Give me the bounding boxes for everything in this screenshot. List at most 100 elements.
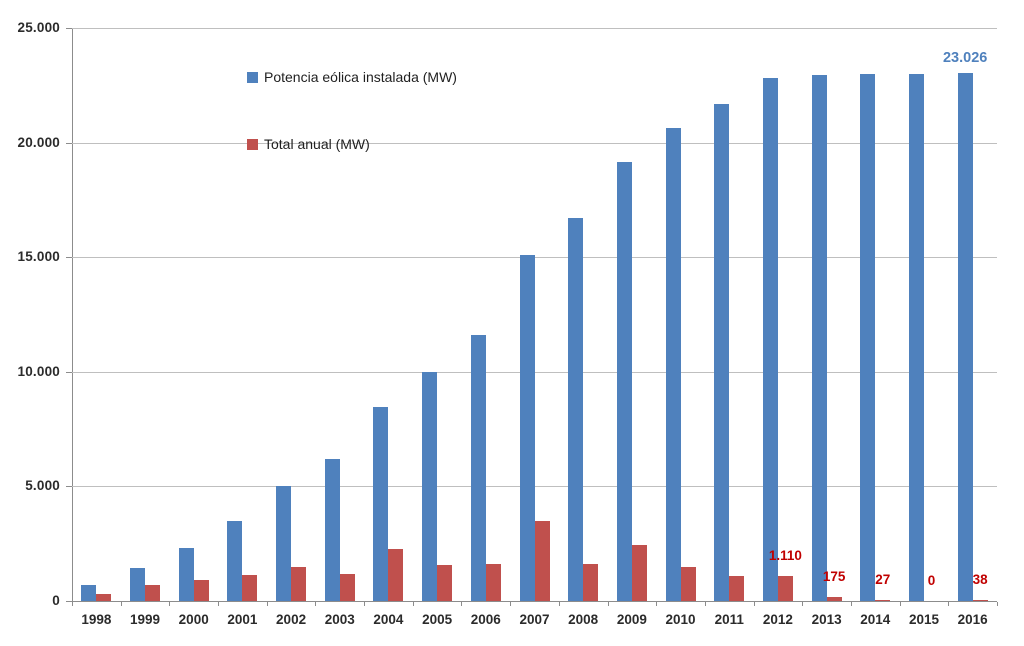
x-tick-17 (899, 602, 901, 606)
x-tick-2 (169, 602, 171, 606)
y-tick-label-25000: 25.000 (17, 20, 60, 35)
bar-cumulative-2005 (422, 371, 438, 601)
bar-annual-2013 (826, 597, 842, 601)
x-category-label-2014: 2014 (860, 612, 891, 627)
bar-annual-2009 (631, 544, 647, 601)
x-category-label-2012: 2012 (762, 612, 793, 627)
x-tick-9 (510, 602, 512, 606)
x-tick-12 (656, 602, 658, 606)
y-tick-20000 (66, 142, 72, 144)
legend-label-installed-capacity: Potencia eólica instalada (MW) (264, 69, 457, 85)
gridline-20000 (72, 142, 997, 144)
bar-annual-2014 (875, 600, 891, 601)
y-tick-0 (66, 601, 72, 602)
data-label-annual-2013: 175 (822, 569, 846, 584)
x-category-label-2003: 2003 (324, 612, 355, 627)
x-category-label-2016: 2016 (957, 612, 988, 627)
x-tick-1 (120, 602, 122, 606)
bar-annual-1998 (96, 594, 112, 601)
plot-area: Potencia eólica instalada (MW) Total anu… (72, 28, 997, 601)
y-tick-10000 (66, 371, 72, 373)
x-category-label-1998: 1998 (81, 612, 112, 627)
bar-cumulative-2011 (714, 103, 730, 601)
y-tick-label-10000: 10.000 (17, 363, 60, 379)
x-tick-5 (315, 602, 317, 606)
x-category-label-2011: 2011 (714, 612, 744, 627)
x-tick-14 (753, 602, 755, 606)
x-tick-19 (997, 602, 998, 606)
x-category-label-2004: 2004 (373, 612, 404, 627)
bar-cumulative-2006 (470, 335, 486, 601)
legend-swatch-red (247, 138, 258, 150)
y-tick-25000 (66, 28, 72, 29)
x-category-label-2013: 2013 (811, 612, 842, 627)
bar-annual-2016 (972, 600, 988, 601)
data-label-annual-2016: 38 (972, 572, 988, 588)
y-tick-label-15000: 15.000 (17, 249, 60, 265)
gridline-10000 (72, 371, 997, 373)
x-tick-11 (607, 602, 609, 606)
x-category-label-2007: 2007 (519, 612, 550, 627)
bar-cumulative-2001 (227, 520, 243, 601)
x-tick-13 (704, 602, 706, 606)
legend-item-annual-total: Total anual (MW) (247, 136, 370, 152)
bar-cumulative-2009 (616, 162, 632, 601)
bar-cumulative-1999 (130, 567, 146, 601)
x-category-label-2001: 2001 (227, 612, 258, 627)
bar-cumulative-2010 (665, 127, 681, 601)
x-category-label-2010: 2010 (665, 612, 696, 627)
x-category-label-1999: 1999 (129, 612, 161, 627)
bar-cumulative-2016 (957, 73, 973, 601)
x-tick-4 (266, 602, 268, 606)
x-category-label-2008: 2008 (568, 612, 599, 627)
data-label-annual-2015: 0 (927, 573, 936, 588)
x-category-label-2009: 2009 (616, 612, 647, 627)
data-label-cumulative-2016: 23.026 (942, 50, 988, 67)
x-tick-6 (364, 602, 366, 606)
bar-cumulative-1998 (81, 584, 97, 601)
x-tick-7 (412, 602, 414, 606)
x-tick-18 (948, 602, 950, 606)
bar-annual-2003 (339, 573, 355, 601)
bar-cumulative-2014 (860, 73, 876, 601)
bar-annual-2007 (534, 520, 550, 601)
x-category-label-2006: 2006 (470, 612, 501, 627)
x-category-label-2002: 2002 (276, 612, 307, 627)
x-tick-10 (558, 602, 560, 606)
x-tick-15 (802, 602, 804, 606)
bar-cumulative-2002 (276, 486, 292, 601)
x-category-label-2000: 2000 (178, 612, 209, 627)
bar-cumulative-2007 (519, 254, 535, 601)
bar-annual-2004 (388, 549, 404, 601)
x-tick-3 (218, 602, 220, 606)
legend-label-annual-total: Total anual (MW) (264, 136, 370, 152)
legend-swatch-blue (247, 71, 258, 83)
bar-annual-2010 (680, 566, 696, 601)
bar-cumulative-2008 (568, 218, 584, 601)
bar-cumulative-2013 (811, 75, 827, 601)
x-axis-line (66, 601, 997, 602)
y-tick-15000 (66, 257, 72, 259)
legend-item-installed-capacity: Potencia eólica instalada (MW) (247, 69, 457, 85)
x-tick-8 (461, 602, 463, 606)
x-category-label-2015: 2015 (908, 612, 939, 627)
bar-cumulative-2003 (324, 458, 340, 601)
y-tick-label-0: 0 (52, 593, 60, 608)
bar-annual-2005 (437, 565, 453, 601)
gridline-25000 (72, 28, 997, 29)
data-label-annual-2014: 27 (875, 572, 891, 588)
bar-cumulative-2004 (373, 407, 389, 601)
gridline-5000 (72, 486, 997, 488)
bar-annual-2002 (291, 566, 307, 601)
bar-cumulative-2000 (178, 548, 194, 601)
bar-annual-2000 (193, 580, 209, 601)
y-tick-label-5000: 5.000 (25, 478, 60, 494)
bar-annual-2011 (729, 575, 745, 601)
bar-cumulative-2015 (908, 73, 924, 601)
gridline-15000 (72, 257, 997, 259)
bar-annual-2012 (777, 575, 793, 601)
bar-annual-1999 (145, 584, 161, 601)
bar-annual-2001 (242, 574, 258, 601)
y-axis-line (72, 28, 73, 602)
